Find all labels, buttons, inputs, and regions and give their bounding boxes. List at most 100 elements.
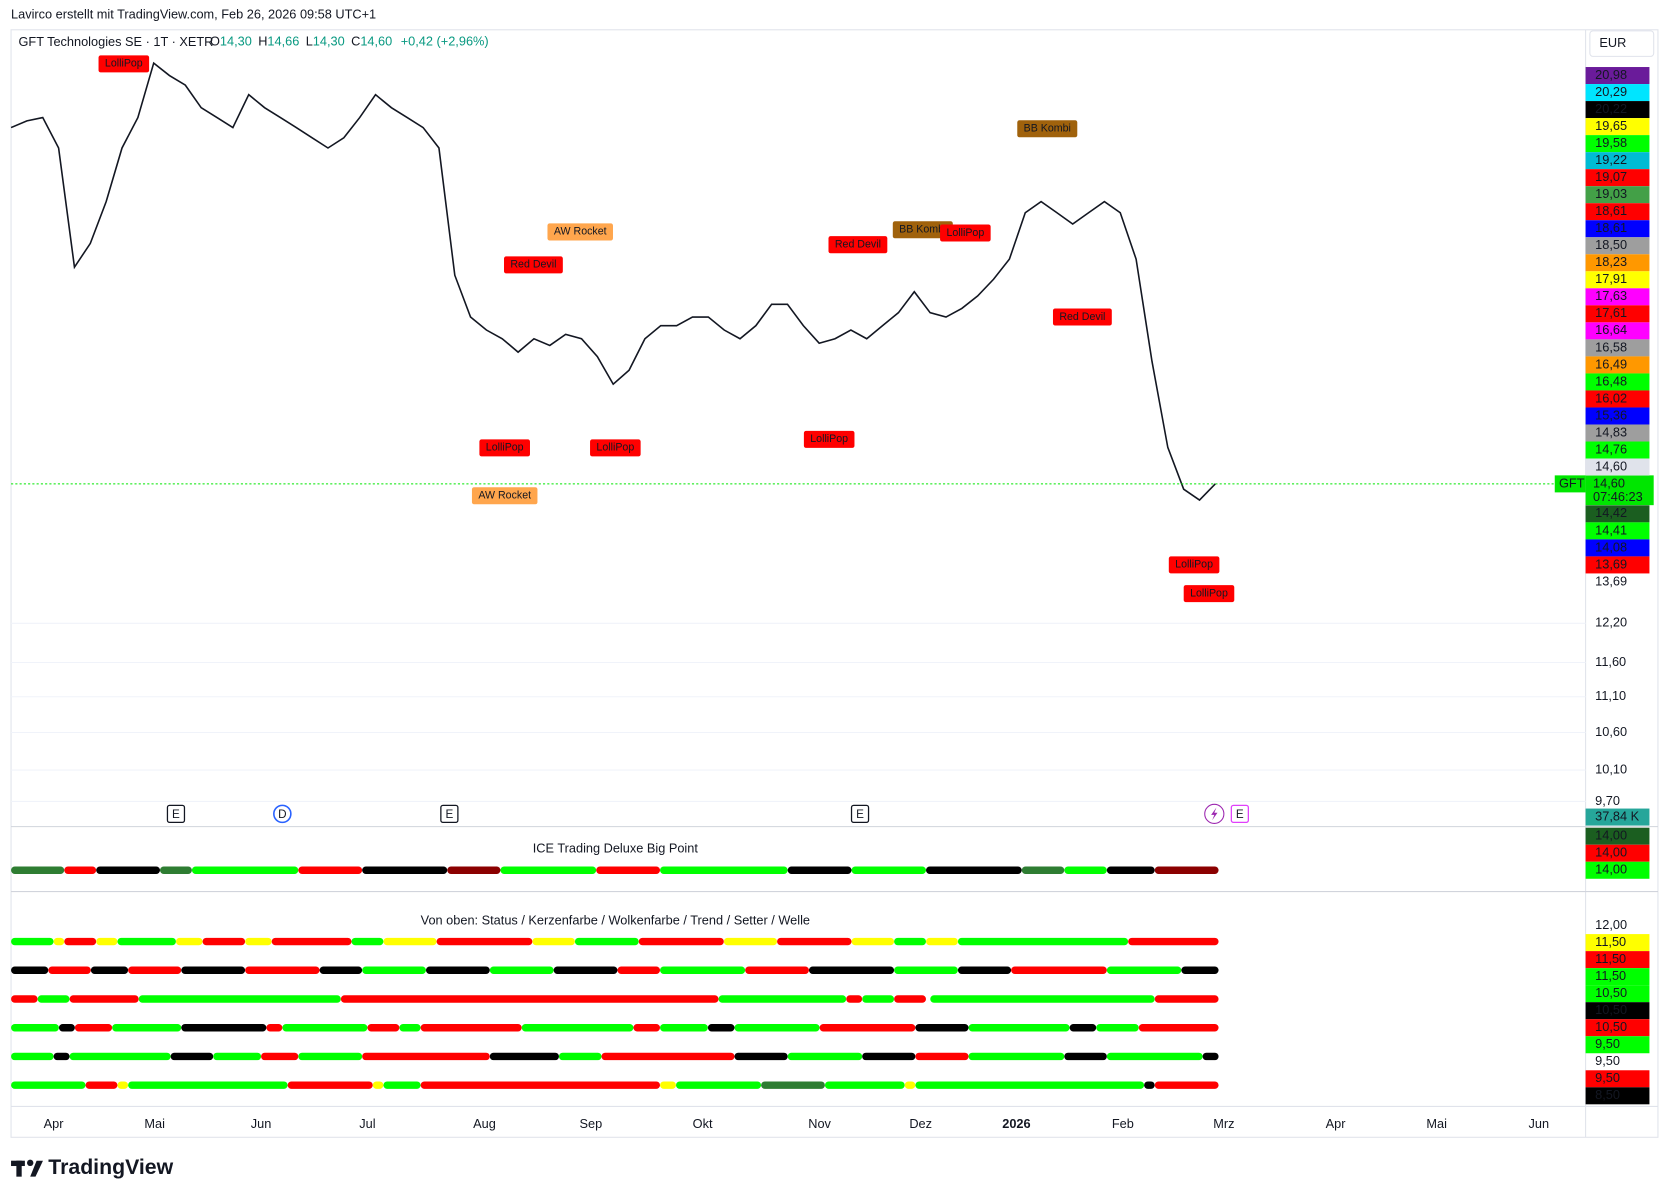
state-band <box>372 1081 384 1089</box>
price-badge <box>1585 356 1650 374</box>
pane-badge <box>1585 951 1650 969</box>
signal-box <box>1017 120 1078 138</box>
price-badge <box>1585 322 1650 340</box>
pane-badge-label: 8,50 <box>1595 1087 1620 1102</box>
price-badge <box>1585 237 1650 255</box>
state-band <box>734 1052 788 1061</box>
state-band <box>298 1052 363 1061</box>
state-band <box>74 1023 113 1032</box>
price-badge-label: 14,42 <box>1595 505 1627 520</box>
state-band <box>266 1023 283 1032</box>
currency-box[interactable] <box>1589 30 1655 57</box>
price-badge-label: 17,63 <box>1595 288 1627 303</box>
currency[interactable]: EUR <box>1599 35 1626 50</box>
symbol-title: GFT Technologies SE · 1T · XETR <box>18 34 213 49</box>
signal-text: LolliPop <box>596 442 634 454</box>
state-band <box>574 937 639 946</box>
state-band <box>117 937 176 946</box>
signal-text: LolliPop <box>946 227 984 239</box>
state-band <box>420 1023 522 1032</box>
pane-badge-label: 14,00 <box>1595 845 1627 860</box>
state-band <box>1144 1081 1155 1089</box>
ticker-badge <box>1554 475 1586 493</box>
state-band <box>245 937 272 946</box>
state-band <box>1096 1023 1139 1032</box>
pane-badge-label: 14,00 <box>1595 862 1627 877</box>
state-band <box>1021 866 1065 874</box>
state-band <box>191 866 299 874</box>
pane-title: ICE Trading Deluxe Big Point <box>533 840 699 855</box>
signal-label: Red Devil <box>504 256 563 274</box>
signal-text: AW Rocket <box>554 226 607 238</box>
state-band <box>1138 1023 1219 1032</box>
state-band <box>894 966 958 974</box>
price-badge <box>1585 101 1650 119</box>
author-line: Lavirco erstellt mit TradingView.com, Fe… <box>11 6 376 21</box>
state-band <box>532 937 575 946</box>
signal-box <box>1183 585 1235 603</box>
state-band <box>11 937 54 946</box>
state-band <box>915 1023 969 1032</box>
price-badge <box>1585 135 1650 153</box>
state-band <box>1106 966 1182 974</box>
x-tick-label: Feb <box>1112 1116 1134 1131</box>
price-badge-label: 17,61 <box>1595 305 1627 320</box>
signal-box <box>940 224 991 242</box>
pane-badge-label: 10,50 <box>1595 1019 1627 1034</box>
signal-label: AW Rocket <box>547 223 613 241</box>
pane-badge-label: 10,50 <box>1595 985 1627 1000</box>
price-badge-label: 18,61 <box>1595 220 1627 235</box>
volume-badge <box>1585 808 1650 826</box>
ohlc: O14,30 H14,66 L14,30 C14,60 +0,42 (+2,96%) <box>210 34 489 49</box>
state-band <box>558 1052 602 1061</box>
state-band <box>489 966 554 974</box>
state-band <box>596 866 661 874</box>
price-badge <box>1585 271 1650 289</box>
state-band <box>128 1081 288 1089</box>
pane-badge-label: 14,00 <box>1595 828 1627 843</box>
state-band <box>1202 1052 1219 1061</box>
state-band <box>1064 1052 1107 1061</box>
state-band <box>58 1023 75 1032</box>
pane-badge-label: 12,00 <box>1595 917 1627 932</box>
signal-box <box>471 487 538 505</box>
state-band <box>420 1081 661 1089</box>
price-badge-label: 14,83 <box>1595 424 1627 439</box>
price-badge <box>1585 288 1650 306</box>
y-tick-label: 9,70 <box>1595 793 1620 808</box>
price-badge <box>1585 458 1650 476</box>
price-badge-label: 20,98 <box>1595 67 1627 82</box>
event-letter: E <box>1236 808 1244 821</box>
event-marker <box>440 804 459 824</box>
price-badge-label: 17,91 <box>1595 271 1627 286</box>
pane-badge <box>1585 1019 1650 1037</box>
price-badge-label: 19,22 <box>1595 152 1627 167</box>
price-badge <box>1585 152 1650 170</box>
state-band <box>723 937 778 946</box>
state-band <box>1154 1081 1219 1089</box>
pane-badge <box>1585 861 1650 879</box>
pane-badge <box>1585 968 1650 986</box>
state-band <box>617 966 661 974</box>
event-letter: D <box>278 808 286 821</box>
x-tick-label: Mai <box>1426 1116 1447 1131</box>
price-badge-label: 16,48 <box>1595 373 1627 388</box>
signal-box <box>547 223 613 241</box>
price-badge-label: 19,07 <box>1595 169 1627 184</box>
x-tick-label: 2026 <box>1002 1116 1030 1131</box>
state-band <box>90 966 129 974</box>
state-band <box>271 937 352 946</box>
state-band <box>319 966 363 974</box>
price-badge <box>1585 407 1650 425</box>
state-band <box>170 1052 214 1061</box>
pane-badge-label: 9,50 <box>1595 1053 1620 1068</box>
brand-logo <box>11 1159 43 1177</box>
price-badge <box>1585 390 1650 408</box>
state-band <box>787 1052 863 1061</box>
signal-box <box>1052 308 1112 326</box>
state-band <box>340 995 719 1003</box>
state-band <box>69 1052 171 1061</box>
event-marker <box>166 804 186 824</box>
ticker-label: GFT <box>1559 475 1585 490</box>
